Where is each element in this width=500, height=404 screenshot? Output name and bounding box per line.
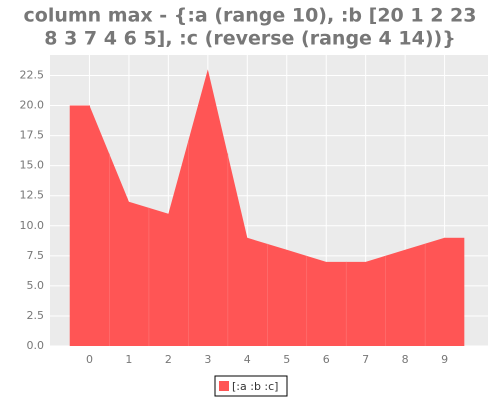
y-tick-label: 0.0: [27, 339, 45, 352]
area-end: [69, 105, 90, 346]
x-tick-label: 2: [165, 353, 172, 366]
x-tick-label: 7: [362, 353, 369, 366]
y-tick-label: 5.0: [27, 279, 45, 292]
y-tick-label: 22.5: [20, 68, 45, 81]
chart-title: column max - {:a (range 10), :b [20 1 2 …: [24, 5, 477, 27]
x-tick-label: 3: [204, 353, 211, 366]
y-tick-label: 15.0: [20, 159, 45, 172]
x-tick-label: 0: [86, 353, 93, 366]
legend-label: [:a :b :c]: [232, 380, 278, 393]
x-tick-label: 4: [244, 353, 251, 366]
x-tick-label: 1: [125, 353, 132, 366]
y-tick-label: 7.5: [27, 249, 45, 262]
y-tick-label: 10.0: [20, 219, 45, 232]
x-tick-label: 9: [441, 353, 448, 366]
area: [89, 69, 445, 346]
x-tick-label: 8: [402, 353, 409, 366]
y-tick-label: 2.5: [27, 309, 45, 322]
area-end: [444, 237, 465, 346]
y-tick-label: 12.5: [20, 189, 45, 202]
y-tick-label: 17.5: [20, 129, 45, 142]
legend-box: [214, 375, 288, 397]
x-tick-label: 6: [323, 353, 330, 366]
legend-swatch: [219, 381, 229, 391]
y-tick-label: 20.0: [20, 99, 45, 112]
x-tick-label: 5: [283, 353, 290, 366]
chart-title: 8 3 7 4 6 5], :c (reverse (range 4 14))}: [44, 28, 455, 50]
